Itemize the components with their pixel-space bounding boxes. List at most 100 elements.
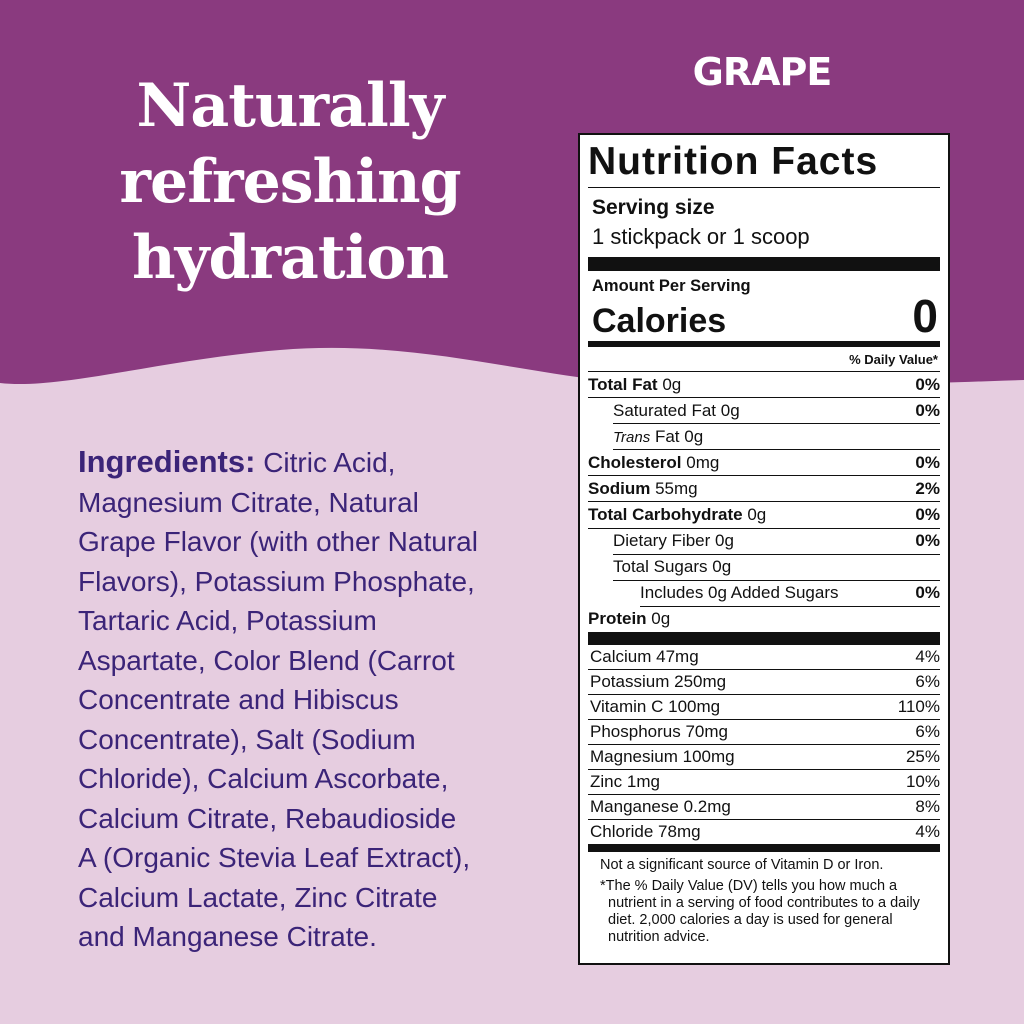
mineral-row: Manganese 0.2mg 8% — [588, 795, 940, 820]
nutrient-name: Saturated Fat — [613, 400, 717, 420]
nutrient-amount: 0g — [747, 505, 767, 525]
mineral: Calcium 47mg — [590, 647, 699, 667]
serving: Serving size 1 stickpack or 1 scoop — [588, 188, 940, 257]
mineral-name: Phosphorus — [590, 721, 681, 741]
nutrient-row: Includes 0g Added Sugars 0% — [640, 581, 940, 607]
mineral-rows: Calcium 47mg 4% Potassium 250mg 6% Vitamin C… — [588, 645, 940, 844]
nutrient-row: Total Fat 0g 0% — [588, 372, 940, 399]
ingredients-line: Calcium Lactate, Zinc Citrate — [78, 878, 478, 918]
mineral-dv: 110% — [897, 696, 940, 716]
ingredients-line: Magnesium Citrate, Natural — [78, 483, 478, 523]
nutrient-name: Includes 0g Added Sugars — [640, 583, 839, 603]
mineral-amount: 47mg — [656, 646, 699, 666]
ingredients-line: Flavors), Potassium Phosphate, — [78, 562, 478, 602]
mineral-dv: 4% — [915, 821, 940, 841]
nutrient: Saturated Fat 0g — [613, 401, 740, 421]
mineral-amount: 250mg — [674, 671, 727, 691]
ingredients-line: Concentrate), Salt (Sodium — [78, 720, 478, 760]
mineral: Phosphorus 70mg — [590, 722, 728, 742]
ingredients-text: A (Organic Stevia Leaf Extract), — [78, 842, 471, 873]
calories-value: 0 — [912, 290, 938, 342]
nutrient-name: Protein — [588, 609, 647, 629]
nutrient-dv: 0% — [915, 505, 940, 525]
nutrient-row: Sodium 55mg 2% — [588, 476, 940, 503]
ingredients-text: and Manganese Citrate. — [78, 921, 377, 952]
mineral-row: Zinc 1mg 10% — [588, 770, 940, 795]
nutrient-name: Dietary Fiber — [613, 531, 711, 551]
nutrient-dv: 0% — [915, 531, 940, 551]
mineral-name: Magnesium — [590, 746, 678, 766]
mineral-dv: 25% — [905, 746, 940, 766]
dv-header: % Daily Value* — [588, 347, 940, 372]
ingredients-text: Aspartate, Color Blend (Carrot — [78, 644, 455, 676]
amount: Amount Per Serving Calories 0 — [588, 271, 940, 341]
headline-line: Naturally — [136, 71, 445, 141]
ingredients-text: Chloride), Calcium Ascorbate, — [78, 763, 449, 794]
ingredients-line: Ingredients: Citric Acid, — [78, 442, 478, 483]
serving-label: Serving size — [592, 196, 715, 219]
mineral: Manganese 0.2mg — [590, 797, 731, 817]
mineral-name: Calcium — [590, 646, 652, 666]
calories-row: Calories 0 — [592, 290, 938, 342]
mineral-row: Potassium 250mg 6% — [588, 670, 940, 695]
mineral-name: Zinc — [590, 771, 623, 791]
footnotes: Not a significant source of Vitamin D or… — [588, 852, 940, 946]
nutrient: Cholesterol 0mg — [588, 453, 719, 473]
nutrient-rows: Total Fat 0g 0% Saturated Fat 0g 0% Trans Fa… — [588, 372, 940, 632]
nutrient: Total Sugars 0g — [613, 557, 731, 577]
ingredients-text: Concentrate), Salt (Sodium — [78, 723, 416, 755]
mineral-dv: 10% — [905, 771, 940, 791]
ingredients-line: A (Organic Stevia Leaf Extract), — [78, 838, 478, 878]
ingredients-line: Aspartate, Color Blend (Carrot — [78, 641, 478, 681]
nutrient-dv: 0% — [915, 400, 940, 420]
nutrient-row: Dietary Fiber 0g 0% — [613, 529, 940, 555]
nutrient-amount: 0g — [712, 557, 732, 577]
ingredients-text: Citric Acid, — [263, 447, 396, 478]
nutrient-amount: 0g — [720, 400, 740, 420]
nutrient-dv: 2% — [915, 478, 940, 498]
mineral-amount: 78mg — [658, 821, 701, 841]
nutrient-row: Total Carbohydrate 0g 0% — [588, 502, 940, 529]
nutrient: Protein 0g — [588, 609, 670, 629]
nutrient-dv: 0% — [915, 452, 940, 472]
nutrient-row: Protein 0g — [588, 607, 940, 632]
mineral-row: Phosphorus 70mg 6% — [588, 720, 940, 745]
ingredients-text: Tartaric Acid, Potassium — [78, 605, 377, 636]
mineral: Zinc 1mg — [590, 772, 660, 792]
nutrient-dv: 0% — [915, 374, 940, 394]
mineral-dv: 6% — [915, 721, 940, 741]
headline: Naturally refreshing hydration — [90, 68, 490, 296]
rule — [588, 843, 940, 852]
nutrient-name: Fat — [654, 426, 680, 446]
nutrient: Total Fat 0g — [588, 375, 681, 395]
mineral-row: Calcium 47mg 4% — [588, 645, 940, 670]
nutrient-row: Total Sugars 0g — [613, 555, 940, 581]
mineral-row: Vitamin C 100mg 110% — [588, 695, 940, 720]
ingredients-line: Chloride), Calcium Ascorbate, — [78, 759, 478, 799]
nutrient-amount: 0g — [662, 374, 682, 394]
nutrient-name-italic: Trans — [613, 428, 651, 446]
nutrient-row: Saturated Fat 0g 0% — [613, 398, 940, 425]
nutrient-name: Total Carbohydrate — [588, 505, 743, 525]
nutrient-amount: 0mg — [686, 452, 720, 472]
nutrient: Trans Fat 0g — [613, 427, 703, 447]
mineral-amount: 0.2mg — [683, 796, 731, 816]
headline-line: hydration — [131, 223, 449, 293]
mineral-amount: 100mg — [668, 696, 721, 716]
ingredients-text: Magnesium Citrate, Natural — [78, 486, 419, 518]
mineral-name: Chloride — [590, 821, 654, 841]
ingredients-line: Calcium Citrate, Rebaudioside — [78, 799, 478, 839]
ingredients-line: Tartaric Acid, Potassium — [78, 601, 478, 641]
ingredients-text: Flavors), Potassium Phosphate, — [78, 565, 475, 597]
mineral: Potassium 250mg — [590, 672, 726, 692]
nutrient-name: Cholesterol — [588, 452, 682, 472]
nutrient-amount: 55mg — [655, 478, 698, 498]
nutrient-amount: 0g — [715, 531, 734, 551]
ingredients-text: Grape Flavor (with other Natural — [78, 526, 478, 557]
nutrient-row: Cholesterol 0mg 0% — [588, 450, 940, 477]
mineral-dv: 4% — [915, 646, 940, 666]
rule — [588, 631, 940, 645]
flavor: GRAPE — [692, 50, 833, 94]
rule — [588, 257, 940, 271]
